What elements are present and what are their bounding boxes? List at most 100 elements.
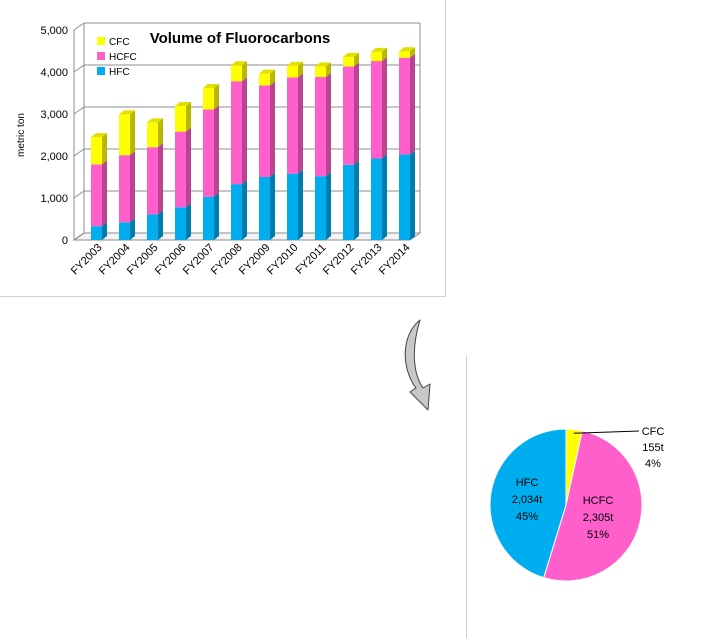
bar-cfc-side <box>130 110 135 156</box>
pie-label-hfc-amount: 2,034t <box>512 494 543 506</box>
pie-label-hfc-name: HFC <box>516 477 539 489</box>
bar-hcfc <box>91 164 102 227</box>
bar-hfc-side <box>410 150 415 240</box>
bar-hfc <box>371 158 382 240</box>
bar-hcfc <box>147 147 158 215</box>
bar-hcfc <box>231 81 242 185</box>
bar-hcfc <box>259 85 270 177</box>
bar-hfc <box>399 154 410 240</box>
pie-chart: CFC 155t 4% HCFC 2,305t 51% HFC 2,034t 45% <box>489 426 665 582</box>
bar-hcfc-side <box>298 73 303 174</box>
bar-hfc <box>231 184 242 240</box>
bar-hfc-side <box>214 192 219 240</box>
bar-cfc-side <box>298 61 303 78</box>
bar-hcfc-side <box>214 105 219 197</box>
bar-hcfc-side <box>410 53 415 155</box>
bar-hfc <box>315 176 326 240</box>
bar-hfc-side <box>130 218 135 240</box>
bar-hfc <box>343 164 354 240</box>
y-tick-label: 2,000 <box>40 151 68 163</box>
legend-swatch-hcfc <box>97 52 105 60</box>
pie-label-hcfc-amount: 2,305t <box>583 512 614 524</box>
gridline-depth <box>73 148 85 157</box>
bar-cfc <box>371 51 382 62</box>
bar-cfc-side <box>270 69 275 86</box>
bar-cfc-side <box>354 52 359 67</box>
bar-cfc <box>147 122 158 148</box>
bar-top-cap <box>371 47 387 52</box>
bar-hcfc <box>315 77 326 177</box>
x-tick-label: FY2010 <box>265 242 301 278</box>
bar-hcfc <box>175 131 186 208</box>
bar-hfc <box>147 214 158 240</box>
bar-hcfc-side <box>158 143 163 215</box>
pie-slice-hcfc <box>543 430 643 582</box>
curved-down-arrow-icon <box>404 319 431 411</box>
bar-hcfc-side <box>270 81 275 177</box>
bar-hcfc <box>119 155 130 223</box>
y-tick-label: 0 <box>62 235 68 247</box>
bar-hcfc-side <box>242 77 247 185</box>
bar-hcfc-side <box>186 127 191 208</box>
bar-cfc <box>315 66 326 78</box>
bar-hfc-side <box>270 173 275 240</box>
bar-chart: 0 1,000 2,000 3,000 4,000 5,000 metric ton FY20… <box>16 22 422 278</box>
bar-hcfc-side <box>102 160 107 227</box>
x-tick-label: FY2014 <box>377 242 413 278</box>
bar-hfc <box>259 177 270 240</box>
bar-cfc-side <box>214 83 219 110</box>
pie-label-hcfc-name: HCFC <box>583 495 614 507</box>
y-tick-label: 4,000 <box>40 67 68 79</box>
bar-hcfc-side <box>354 62 359 165</box>
bar-top-cap <box>231 61 247 66</box>
y-tick-label: 1,000 <box>40 193 68 205</box>
bar-top-cap <box>147 118 163 123</box>
bar-hcfc-side <box>326 73 331 177</box>
bar-cfc-side <box>410 47 415 58</box>
bar-hfc-side <box>102 222 107 240</box>
gridline-depth <box>73 232 85 241</box>
gridline-depth <box>73 64 85 73</box>
bar-cfc <box>287 65 298 78</box>
bar-hfc-side <box>354 160 359 240</box>
pie-label-cfc-name: CFC <box>642 426 665 438</box>
pie-slice-hfc <box>489 428 567 579</box>
bar-hcfc-side <box>130 151 135 223</box>
bar-top-cap <box>259 69 275 74</box>
pie-chart-panel: CFC 155t 4% HCFC 2,305t 51% HFC 2,034t 45% <box>466 355 726 638</box>
legend-label-cfc: CFC <box>109 37 130 48</box>
bar-cfc <box>259 73 270 86</box>
chart-title: Volume of Fluorocarbons <box>150 30 331 47</box>
bar-hfc <box>119 222 130 240</box>
bar-hcfc <box>371 61 382 159</box>
bar-hfc <box>203 196 214 240</box>
bar-cfc-side <box>382 47 387 62</box>
bar-hfc-side <box>242 180 247 240</box>
gridline-depth <box>73 190 85 199</box>
bar-cfc <box>119 114 130 156</box>
legend-swatch-hfc <box>97 67 105 75</box>
bar-hfc-side <box>298 169 303 240</box>
bar-hcfc <box>287 77 298 174</box>
bar-cfc-side <box>242 61 247 82</box>
bar-cfc <box>175 106 186 132</box>
bar-top-cap <box>119 110 135 115</box>
bar-hcfc <box>399 57 410 155</box>
bar-top-cap <box>287 61 303 66</box>
bar-top-cap <box>343 52 359 57</box>
gridline-depth <box>73 22 85 31</box>
bar-hfc-side <box>158 210 163 240</box>
y-axis-label: metric ton <box>16 113 27 157</box>
bar-hfc <box>175 207 186 240</box>
bar-hcfc <box>343 66 354 165</box>
bar-hfc-side <box>326 172 331 240</box>
bar-top-cap <box>203 83 219 88</box>
pie-leader-line <box>573 430 640 434</box>
bar-cfc-side <box>102 133 107 165</box>
bar-cfc <box>231 65 242 82</box>
y-tick-label: 3,000 <box>40 109 68 121</box>
gridline-depth <box>73 106 85 115</box>
bar-cfc <box>91 137 102 165</box>
bar-hfc-side <box>382 154 387 240</box>
legend-label-hfc: HFC <box>109 67 130 78</box>
